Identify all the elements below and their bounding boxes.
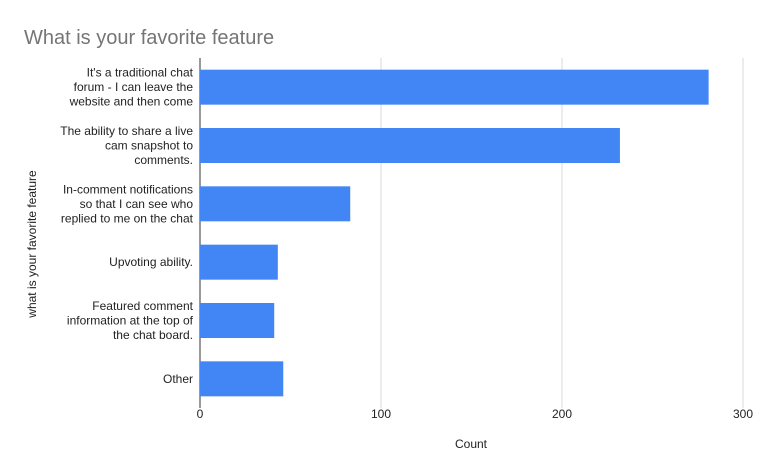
gridlines — [199, 58, 744, 408]
x-axis-title: Count — [455, 437, 488, 451]
bar — [200, 361, 284, 397]
category-label-line: cam snapshot to — [105, 139, 193, 153]
category-label: It's a traditional chat forum - I can lea… — [69, 66, 194, 109]
category-label-line: Other — [163, 372, 193, 386]
category-label: In-comment notifications so that I can se… — [61, 182, 194, 225]
x-tick-label: 300 — [733, 407, 753, 421]
category-label-line: In-comment notifications — [63, 182, 193, 196]
category-label-line: replied to me on the chat — [61, 211, 194, 225]
chart-title: What is your favorite feature — [24, 27, 274, 49]
bars — [200, 69, 709, 397]
category-label-line: comments. — [134, 153, 193, 167]
category-label: Upvoting ability. — [109, 255, 193, 269]
category-labels: It's a traditional chat forum - I can lea… — [60, 66, 193, 386]
category-label-line: so that I can see who — [80, 197, 194, 211]
bar — [200, 69, 709, 105]
category-label-line: Featured comment — [92, 299, 193, 313]
category-label-line: forum - I can leave the — [74, 80, 194, 94]
category-label-line: It's a traditional chat — [87, 66, 194, 80]
bar — [200, 244, 278, 280]
category-label-line: The ability to share a live — [60, 124, 193, 138]
x-tick-labels: 0 100 200 300 — [197, 407, 754, 421]
x-tick-label: 200 — [552, 407, 572, 421]
bar — [200, 186, 351, 222]
y-axis-title: what is your favorite feature — [25, 170, 39, 319]
category-label: Other — [163, 372, 193, 386]
category-label-line: website and then come — [69, 95, 194, 109]
bar — [200, 128, 620, 163]
x-tick-label: 0 — [197, 407, 204, 421]
category-label: The ability to share a live cam snapshot … — [60, 124, 193, 167]
category-label-line: the chat board. — [113, 328, 193, 342]
bar — [200, 303, 275, 338]
category-label: Featured comment information at the top o… — [67, 299, 194, 342]
category-label-line: information at the top of — [67, 314, 194, 328]
category-label-line: Upvoting ability. — [109, 255, 193, 269]
x-tick-label: 100 — [371, 407, 391, 421]
